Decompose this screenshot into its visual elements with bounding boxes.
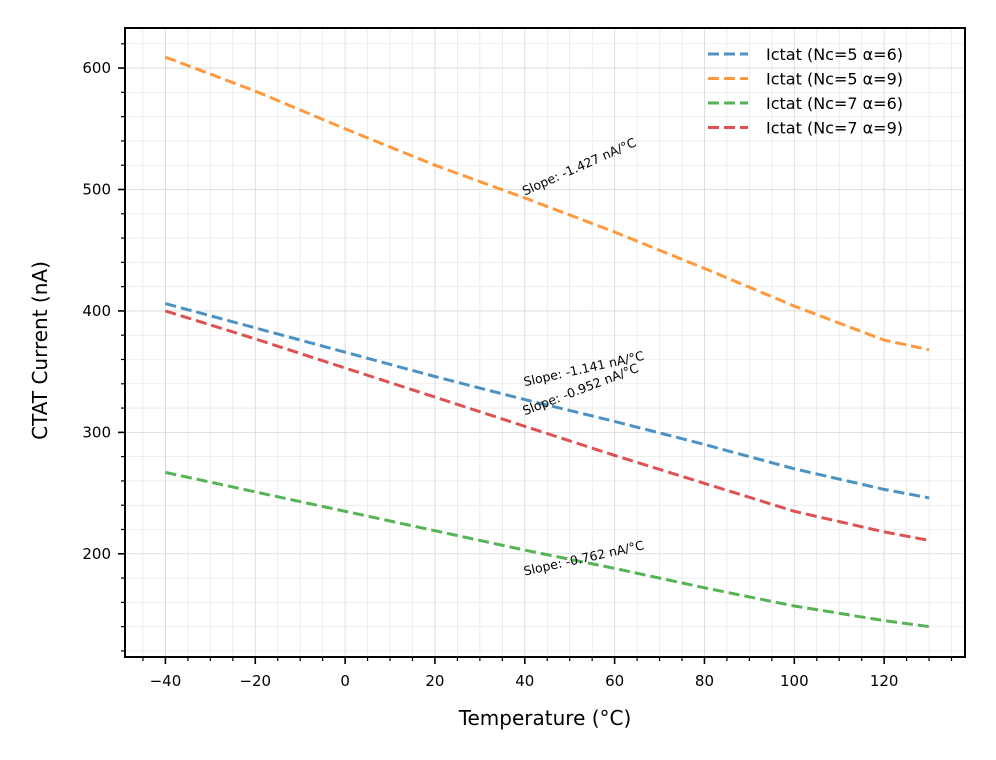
y-tick-label: 400 <box>82 302 111 320</box>
legend-label-1: Ictat (Nc=5 α=9) <box>766 70 903 89</box>
x-tick-label: 0 <box>340 672 350 690</box>
y-tick-label: 200 <box>82 545 111 563</box>
x-tick-label: 40 <box>515 672 534 690</box>
plot-frame <box>124 27 966 658</box>
y-tick-label: 600 <box>82 59 111 77</box>
x-tick-label: 20 <box>425 672 444 690</box>
axis-ticks: −40 −20 0 20 40 60 80 100 120 200 300 400 500 600 <box>82 43 953 690</box>
legend-label-2: Ictat (Nc=7 α=6) <box>766 94 903 113</box>
x-tick-label: −20 <box>239 672 271 690</box>
legend-label-0: Ictat (Nc=5 α=6) <box>766 45 903 64</box>
series-line-3 <box>164 309 930 542</box>
y-tick-label: 300 <box>82 423 111 441</box>
series-line-2 <box>165 470 930 629</box>
x-axis-title: Temperature (°C) <box>458 706 632 730</box>
grid <box>125 28 965 657</box>
legend-label-3: Ictat (Nc=7 α=9) <box>766 119 903 138</box>
x-tick-label: 80 <box>695 672 714 690</box>
series-line-0 <box>165 302 930 500</box>
x-tick-label: 100 <box>780 672 809 690</box>
legend: Ictat (Nc=5 α=6) Ictat (Nc=5 α=9) Ictat (N… <box>708 45 903 138</box>
y-tick-label: 500 <box>82 181 111 199</box>
x-tick-label: 120 <box>870 672 899 690</box>
series-line-1 <box>164 55 930 352</box>
y-axis-title: CTAT Current (nA) <box>28 261 52 440</box>
slope-annotation-0: Slope: -1.427 nA/°C <box>520 135 639 199</box>
series-lines <box>164 55 930 629</box>
x-tick-label: 60 <box>605 672 624 690</box>
x-tick-label: −40 <box>150 672 182 690</box>
